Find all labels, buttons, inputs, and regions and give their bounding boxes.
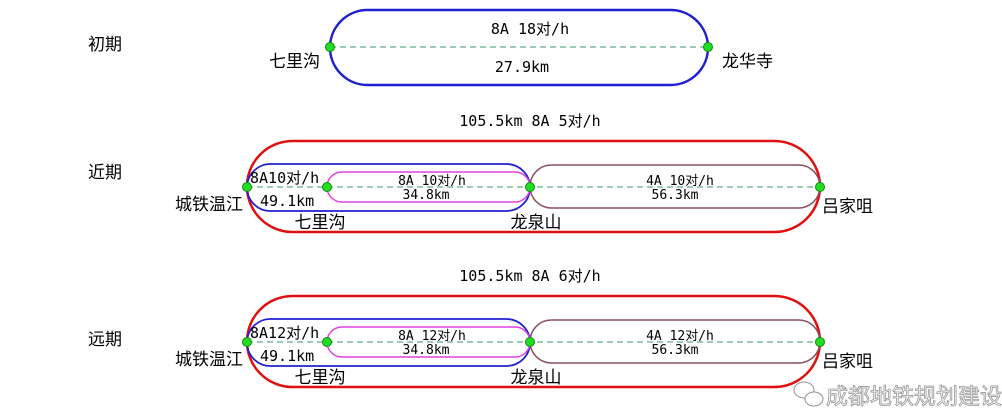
middle-service-label: 8A 10对/h — [398, 174, 466, 189]
east-service-label: 4A 12对/h — [646, 329, 714, 344]
through-service-label: 105.5km 8A 5对/h — [459, 112, 600, 130]
station-label: 七里沟 — [295, 368, 346, 388]
phase-long: 远期 105.5km 8A 6对/h 8A12对/h 49.1km 8A 12对… — [88, 267, 873, 389]
station-dot — [525, 182, 535, 192]
wechat-icon — [793, 381, 824, 407]
watermark: 成都地铁规划建设 — [793, 381, 1002, 410]
phase-label: 远期 — [88, 330, 122, 350]
east-length-label: 56.3km — [652, 343, 699, 358]
west-service-label: 8A12对/h — [250, 324, 319, 342]
station-label: 七里沟 — [295, 213, 346, 233]
station-dot — [242, 182, 252, 192]
west-service-label: 8A10对/h — [250, 169, 319, 187]
station-label: 龙泉山 — [511, 368, 562, 388]
station-label: 城铁温江 — [175, 350, 243, 370]
east-service-label: 4A 10对/h — [646, 174, 714, 189]
middle-length-label: 34.8km — [403, 343, 450, 358]
west-length-label: 49.1km — [260, 192, 314, 210]
station-label: 城铁温江 — [175, 195, 243, 215]
phase-label: 近期 — [88, 163, 122, 183]
station-dot — [322, 337, 332, 347]
station-dot — [242, 337, 252, 347]
west-length-label: 49.1km — [260, 347, 314, 365]
station-dot — [525, 337, 535, 347]
station-dot — [322, 182, 332, 192]
station-dot — [815, 182, 825, 192]
east-length-label: 56.3km — [652, 188, 699, 203]
station-label: 七里沟 — [269, 52, 320, 72]
station-label: 吕家咀 — [822, 197, 873, 217]
station-dot — [703, 42, 713, 52]
watermark-text: 成都地铁规划建设 — [826, 385, 1002, 410]
service-label: 8A 18对/h — [491, 20, 569, 38]
through-service-label: 105.5km 8A 6对/h — [459, 267, 600, 285]
station-dot — [815, 337, 825, 347]
station-label: 龙泉山 — [511, 213, 562, 233]
station-dot — [325, 42, 335, 52]
phase-label: 初期 — [88, 35, 122, 55]
station-label: 吕家咀 — [822, 352, 873, 372]
phase-near: 近期 105.5km 8A 5对/h 8A10对/h 49.1km 8A 10对… — [88, 112, 873, 234]
station-label: 龙华寺 — [722, 52, 773, 72]
phase-initial: 初期 8A 18对/h 27.9km 七里沟 龙华寺 — [88, 8, 773, 87]
length-label: 27.9km — [495, 58, 549, 76]
middle-service-label: 8A 12对/h — [398, 329, 466, 344]
middle-length-label: 34.8km — [403, 188, 450, 203]
